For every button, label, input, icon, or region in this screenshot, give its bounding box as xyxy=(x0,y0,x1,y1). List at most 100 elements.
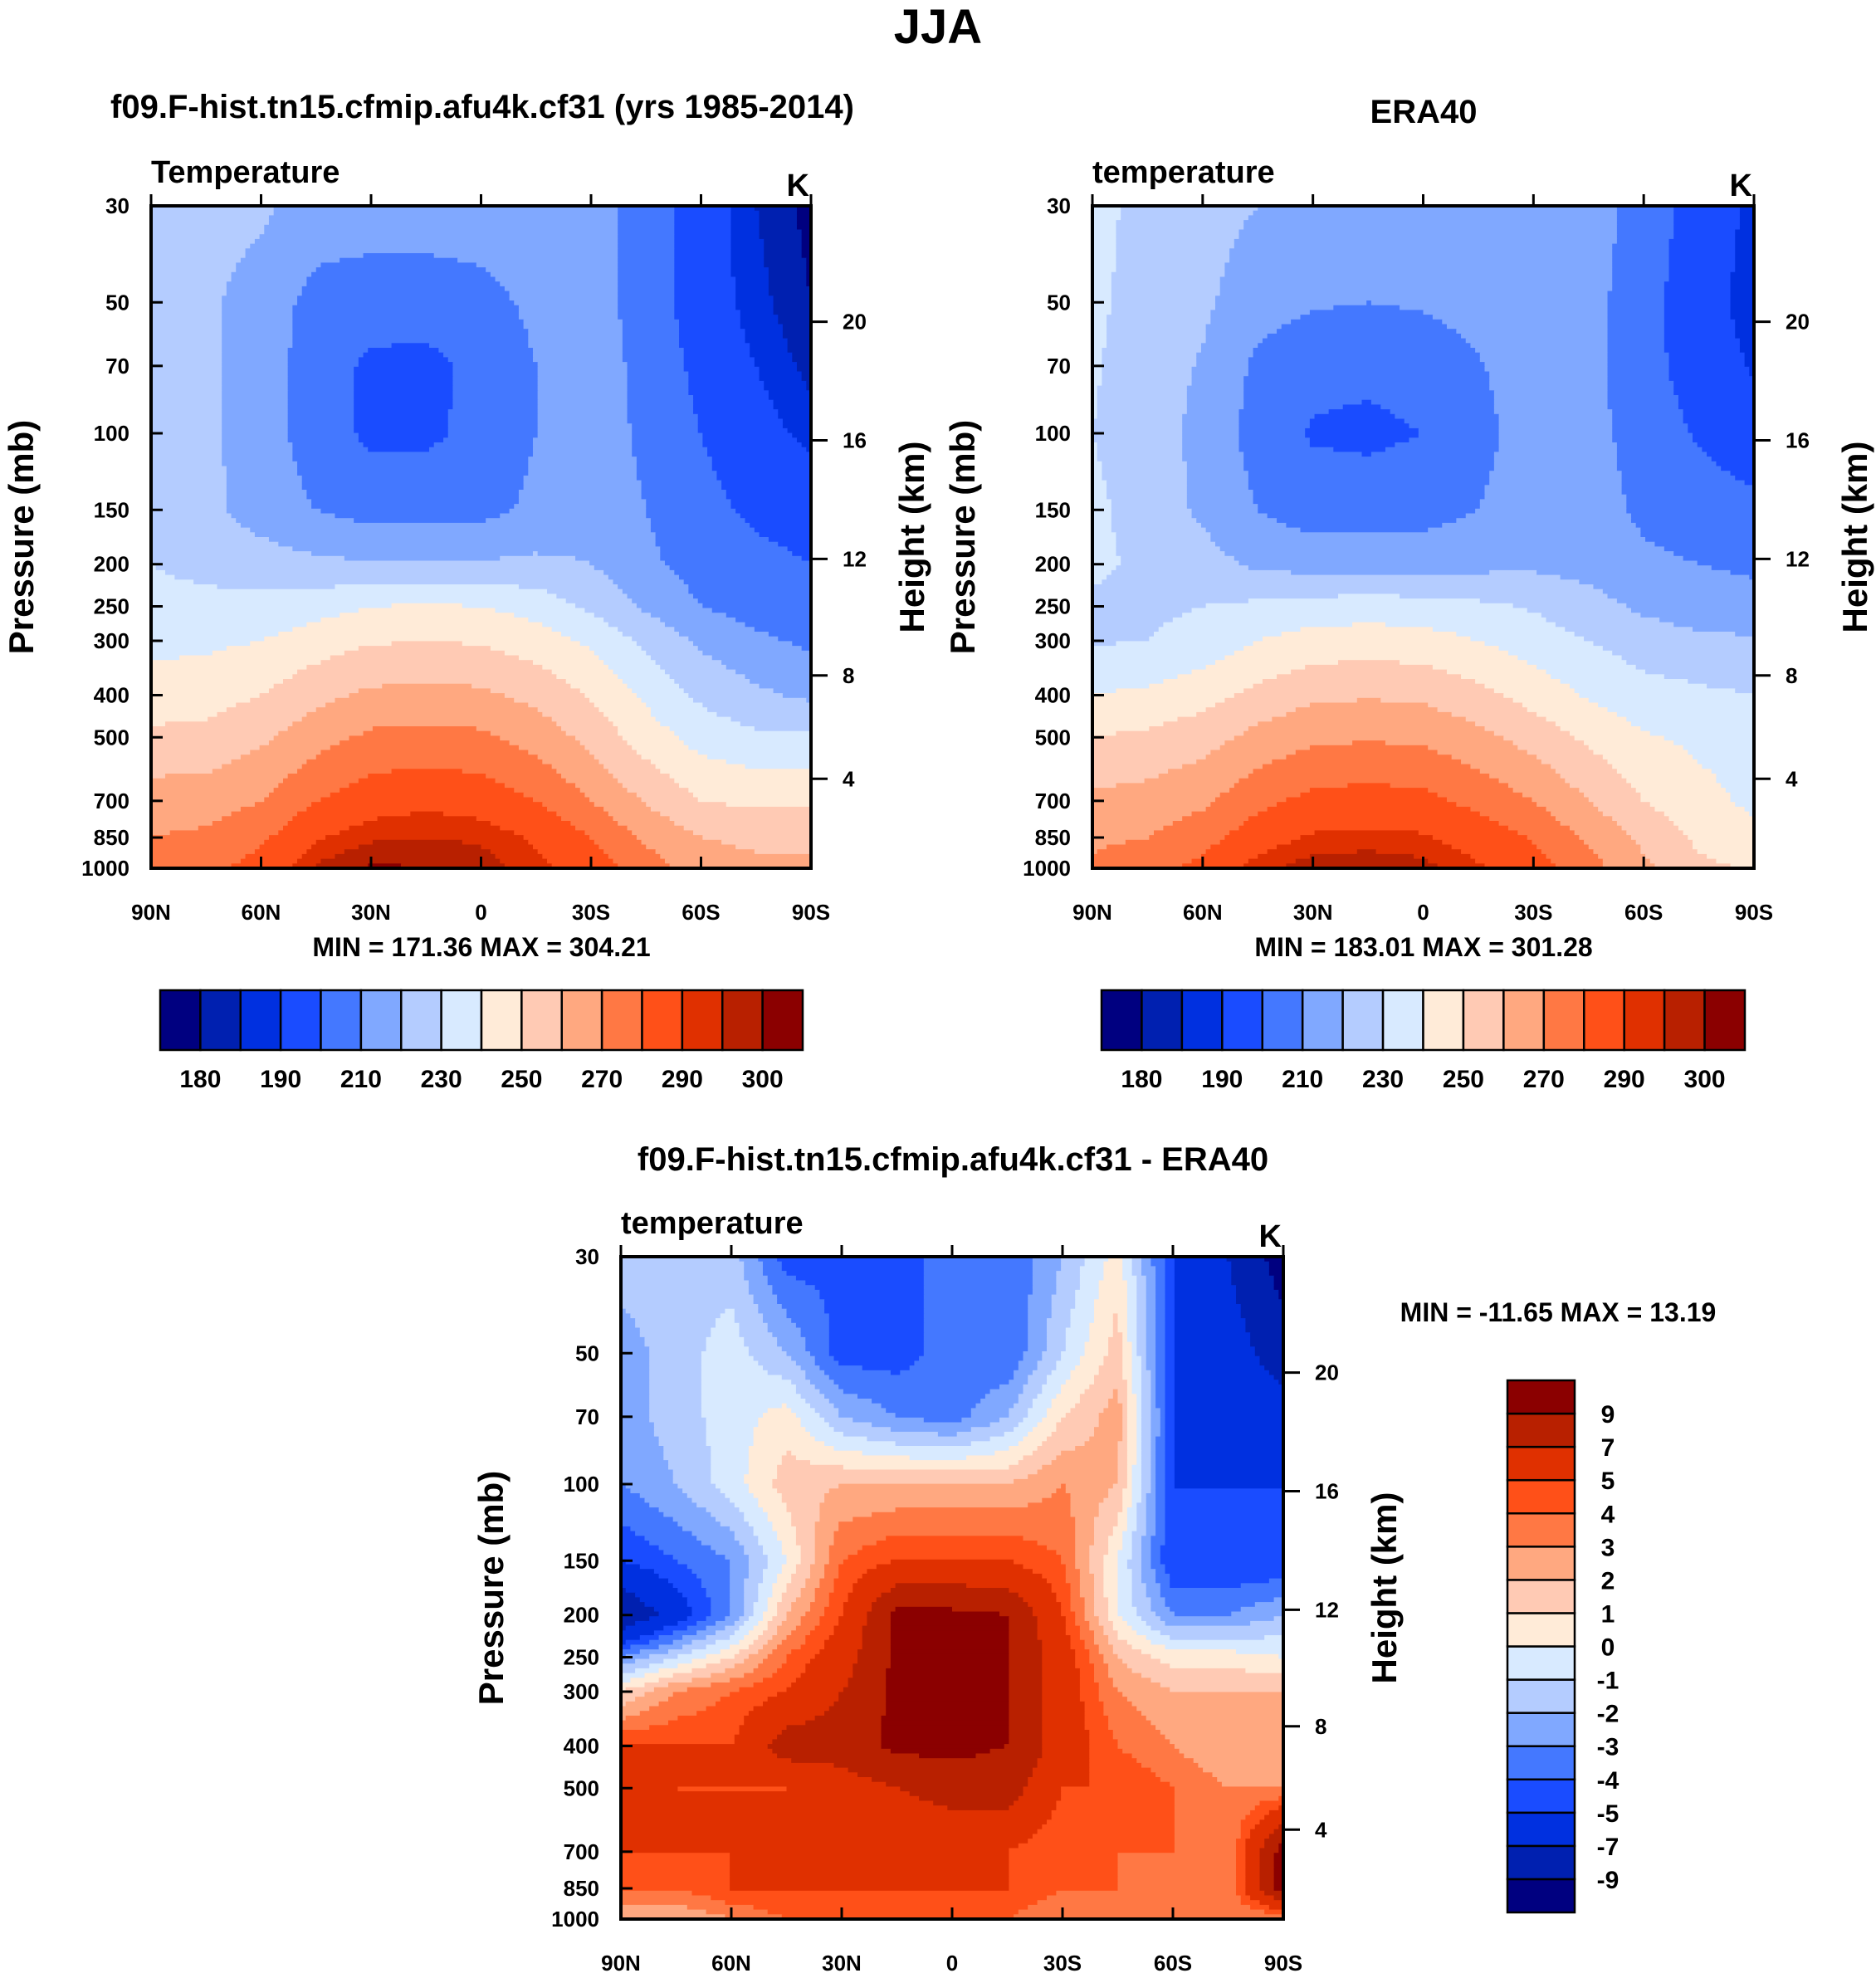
colorbar-label: 4 xyxy=(1601,1501,1615,1528)
contour-cell xyxy=(608,622,666,628)
contour-cell xyxy=(674,238,732,245)
contour-cell xyxy=(683,688,774,694)
height-tick-label: 20 xyxy=(1315,1360,1339,1385)
contour-cell xyxy=(1126,1446,1137,1452)
contour-cell xyxy=(1730,797,1755,803)
contour-cell xyxy=(777,1299,825,1305)
contour-cell xyxy=(1094,1578,1104,1584)
contour-cell xyxy=(1112,1526,1128,1532)
contour-cell xyxy=(658,1668,693,1674)
contour-cell xyxy=(838,1697,887,1702)
contour-cell xyxy=(1248,371,1490,377)
contour-cell xyxy=(1136,1413,1142,1419)
contour-cell xyxy=(1042,1683,1081,1688)
contour-cell xyxy=(621,1834,1033,1839)
contour-cell xyxy=(1155,1469,1166,1475)
contour-cell xyxy=(532,437,633,443)
contour-cell xyxy=(881,1715,1009,1722)
contour-cell xyxy=(1097,395,1188,401)
contour-cell xyxy=(1075,1521,1095,1527)
contour-cell xyxy=(801,238,812,245)
contour-cell xyxy=(537,399,628,405)
contour-cell xyxy=(1042,1441,1086,1447)
contour-cell xyxy=(1084,1720,1109,1726)
contour-cell xyxy=(1009,1658,1043,1664)
contour-cell xyxy=(1056,1285,1081,1291)
contour-cell xyxy=(1489,376,1609,382)
contour-cell xyxy=(819,1583,835,1589)
contour-cell xyxy=(1711,457,1755,462)
contour-cell xyxy=(1174,1275,1232,1282)
contour-cell xyxy=(1663,546,1755,552)
contour-cell xyxy=(1075,1550,1090,1556)
contour-cell xyxy=(1102,466,1188,471)
contour-cell xyxy=(923,1318,1028,1324)
contour-cell xyxy=(1023,1536,1076,1541)
contour-cell xyxy=(672,1630,697,1636)
contour-cell xyxy=(1174,1450,1284,1456)
contour-cell xyxy=(777,1668,806,1674)
contour-cell xyxy=(1079,1578,1095,1584)
contour-cell xyxy=(151,693,261,699)
contour-cell xyxy=(1079,1280,1100,1286)
contour-cell xyxy=(523,792,586,799)
contour-cell xyxy=(490,730,567,736)
contour-cell xyxy=(767,1564,783,1570)
contour-cell xyxy=(781,1592,802,1598)
y-tick-label: 200 xyxy=(94,552,129,577)
contour-cell xyxy=(1146,1507,1156,1513)
contour-cell xyxy=(1616,206,1674,212)
y-tick-label: 850 xyxy=(564,1876,599,1901)
contour-cell xyxy=(691,1569,730,1575)
contour-cell xyxy=(1165,1507,1284,1513)
contour-cell xyxy=(1056,1800,1175,1806)
contour-cell xyxy=(1092,390,1098,396)
contour-cell xyxy=(1165,1403,1175,1409)
contour-cell xyxy=(721,660,812,666)
contour-cell xyxy=(674,281,736,287)
contour-cell xyxy=(768,271,807,278)
contour-cell xyxy=(688,390,769,396)
contour-cell xyxy=(1155,1266,1166,1272)
contour-cell xyxy=(1442,839,1533,846)
height-tick-label: 4 xyxy=(843,766,855,791)
contour-cell xyxy=(1117,1559,1128,1565)
contour-cell xyxy=(621,1630,655,1636)
colorbar-swatch xyxy=(1422,989,1465,1052)
contour-cell xyxy=(1089,1762,1142,1769)
contour-cell xyxy=(245,853,303,860)
contour-cell xyxy=(621,1564,641,1570)
contour-cell xyxy=(1149,726,1249,732)
contour-cell xyxy=(1262,636,1472,642)
contour-cell xyxy=(814,1592,830,1598)
contour-cell xyxy=(222,319,293,325)
contour-cell xyxy=(222,395,289,401)
contour-cell xyxy=(1155,1573,1170,1580)
contour-cell xyxy=(354,413,449,420)
contour-cell xyxy=(1141,1427,1151,1433)
contour-cell xyxy=(711,1474,745,1480)
contour-cell xyxy=(1092,759,1197,765)
contour-cell xyxy=(1250,1895,1275,1901)
contour-cell xyxy=(627,404,694,410)
contour-cell xyxy=(1160,1588,1284,1594)
contour-cell xyxy=(509,508,647,515)
contour-cell xyxy=(1032,1280,1057,1286)
contour-cell xyxy=(621,1914,725,1920)
contour-cell xyxy=(649,1616,688,1622)
contour-cell xyxy=(1075,1564,1090,1570)
contour-cell xyxy=(923,1275,1033,1282)
contour-cell xyxy=(1122,1431,1128,1438)
contour-cell xyxy=(650,518,746,524)
contour-cell xyxy=(528,343,623,349)
contour-cell xyxy=(1103,1701,1133,1707)
contour-cell xyxy=(711,1455,750,1461)
contour-cell xyxy=(641,755,708,760)
contour-cell xyxy=(1238,447,1334,452)
contour-cell xyxy=(561,774,614,779)
contour-cell xyxy=(763,1573,778,1580)
contour-cell xyxy=(1111,276,1221,282)
contour-cell xyxy=(730,229,760,235)
contour-cell xyxy=(739,1507,764,1513)
contour-cell xyxy=(1165,1512,1284,1518)
